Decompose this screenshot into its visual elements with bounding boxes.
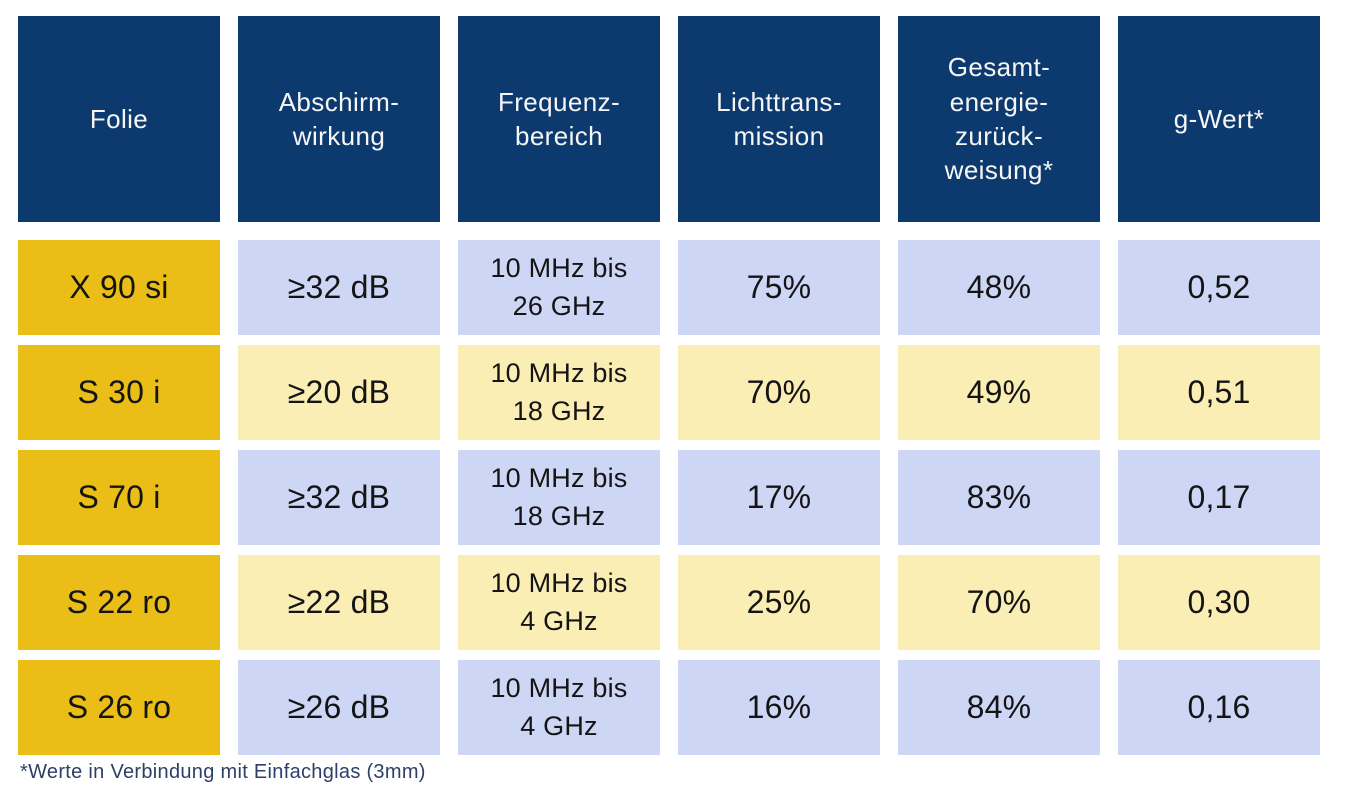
table-header-row: Folie Abschirm- wirkung Frequenz- bereic… [18, 16, 1368, 222]
cell-abschirmwirkung: ≥26 dB [238, 660, 440, 755]
cell-folie: S 30 i [18, 345, 220, 440]
cell-folie: S 26 ro [18, 660, 220, 755]
cell-gesamtenergiezurueckweisung: 48% [898, 240, 1100, 335]
cell-abschirmwirkung: ≥32 dB [238, 450, 440, 545]
cell-gwert: 0,17 [1118, 450, 1320, 545]
cell-gesamtenergiezurueckweisung: 84% [898, 660, 1100, 755]
cell-abschirmwirkung: ≥20 dB [238, 345, 440, 440]
cell-gesamtenergiezurueckweisung: 83% [898, 450, 1100, 545]
cell-frequenzbereich: 10 MHz bis 18 GHz [458, 345, 660, 440]
cell-gwert: 0,16 [1118, 660, 1320, 755]
cell-gwert: 0,30 [1118, 555, 1320, 650]
column-header-folie: Folie [18, 16, 220, 222]
cell-lichttransmission: 75% [678, 240, 880, 335]
cell-lichttransmission: 70% [678, 345, 880, 440]
cell-gwert: 0,51 [1118, 345, 1320, 440]
cell-frequenzbereich: 10 MHz bis 4 GHz [458, 555, 660, 650]
cell-lichttransmission: 25% [678, 555, 880, 650]
column-header-gwert: g-Wert* [1118, 16, 1320, 222]
cell-frequenzbereich: 10 MHz bis 18 GHz [458, 450, 660, 545]
column-header-abschirmwirkung: Abschirm- wirkung [238, 16, 440, 222]
column-header-frequenzbereich: Frequenz- bereich [458, 16, 660, 222]
cell-gwert: 0,52 [1118, 240, 1320, 335]
cell-lichttransmission: 16% [678, 660, 880, 755]
cell-folie: S 70 i [18, 450, 220, 545]
column-header-lichttransmission: Lichttrans- mission [678, 16, 880, 222]
cell-abschirmwirkung: ≥22 dB [238, 555, 440, 650]
column-header-gesamtenergiezurueckweisung: Gesamt- energie- zurück- weisung* [898, 16, 1100, 222]
cell-frequenzbereich: 10 MHz bis 26 GHz [458, 240, 660, 335]
cell-folie: S 22 ro [18, 555, 220, 650]
cell-abschirmwirkung: ≥32 dB [238, 240, 440, 335]
cell-folie: X 90 si [18, 240, 220, 335]
cell-gesamtenergiezurueckweisung: 70% [898, 555, 1100, 650]
cell-gesamtenergiezurueckweisung: 49% [898, 345, 1100, 440]
footnote: *Werte in Verbindung mit Einfachglas (3m… [20, 761, 426, 783]
cell-lichttransmission: 17% [678, 450, 880, 545]
cell-frequenzbereich: 10 MHz bis 4 GHz [458, 660, 660, 755]
table-body: X 90 si ≥32 dB 10 MHz bis 26 GHz 75% 48%… [18, 240, 1368, 755]
